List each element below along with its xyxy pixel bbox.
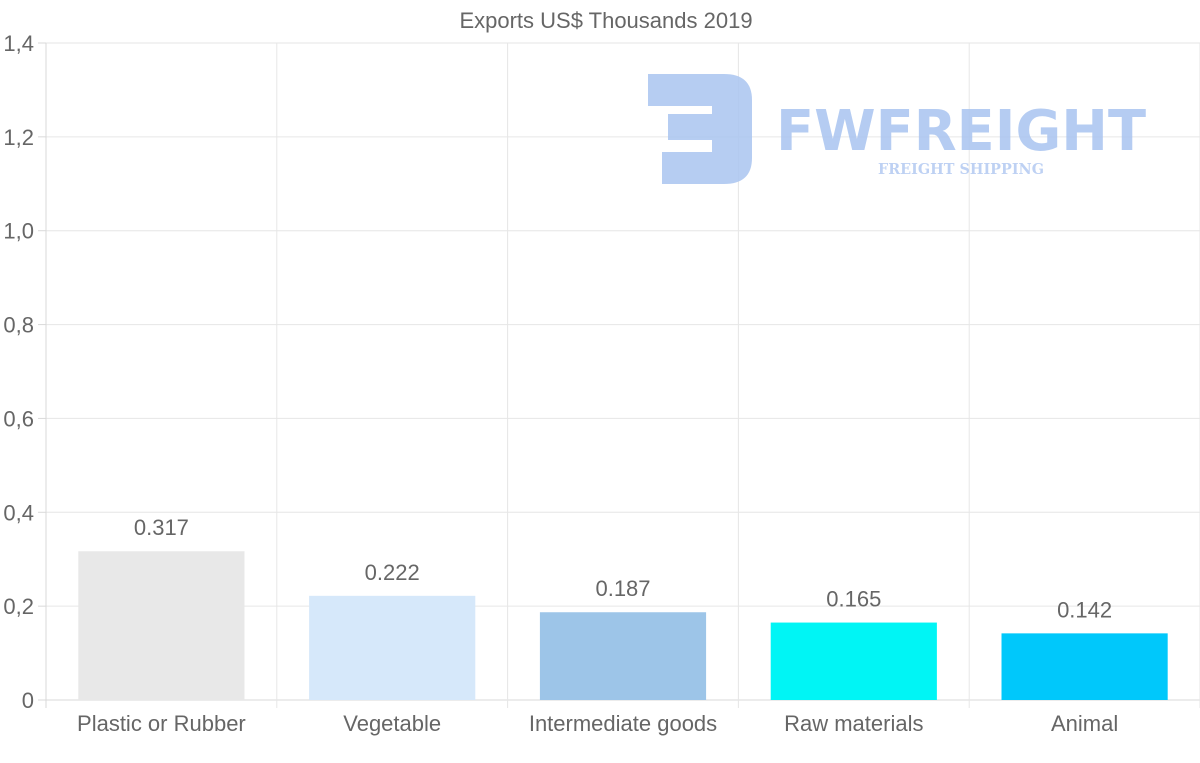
bar-value-label: 0.142 [1057,597,1112,622]
y-tick-label: 0,2 [3,594,34,619]
watermark-brand-name: FWFREIGHT [776,99,1146,164]
x-tick-label: Animal [1051,711,1118,736]
y-tick-label: 1,4 [3,31,34,56]
bar[interactable] [539,612,707,700]
y-tick-label: 1,2 [3,125,34,150]
data-labels: 0.317 0.222 0.187 0.165 0.142 [134,515,1112,622]
y-tick-label: 0,8 [3,313,34,338]
x-tick-label: Vegetable [343,711,441,736]
x-tick-label: Raw materials [784,711,923,736]
bar[interactable] [309,595,476,700]
fwfreight-logo-icon [648,74,752,184]
y-tick-label: 0 [22,688,34,713]
y-tick-label: 0,6 [3,406,34,431]
bar-value-label: 0.165 [826,587,881,612]
bar-value-label: 0.187 [595,576,650,601]
bar[interactable] [770,622,937,700]
bar-value-label: 0.222 [365,560,420,585]
y-tick-label: 0,4 [3,500,34,525]
fwfreight-watermark: FWFREIGHT FREIGHT SHIPPING [648,74,1146,184]
x-tick-label: Plastic or Rubber [77,711,246,736]
bar[interactable] [1001,633,1168,700]
bar[interactable] [78,551,245,700]
watermark-tagline: FREIGHT SHIPPING [878,160,1044,178]
bar-value-label: 0.317 [134,515,189,540]
x-tick-label: Intermediate goods [529,711,717,736]
bars [78,551,1168,700]
chart-title: Exports US$ Thousands 2019 [459,8,752,33]
axes: 0 0,2 0,4 0,6 0,8 1,0 1,2 1,4 Plastic or Rubber V… [3,31,1118,736]
y-tick-label: 1,0 [3,219,34,244]
